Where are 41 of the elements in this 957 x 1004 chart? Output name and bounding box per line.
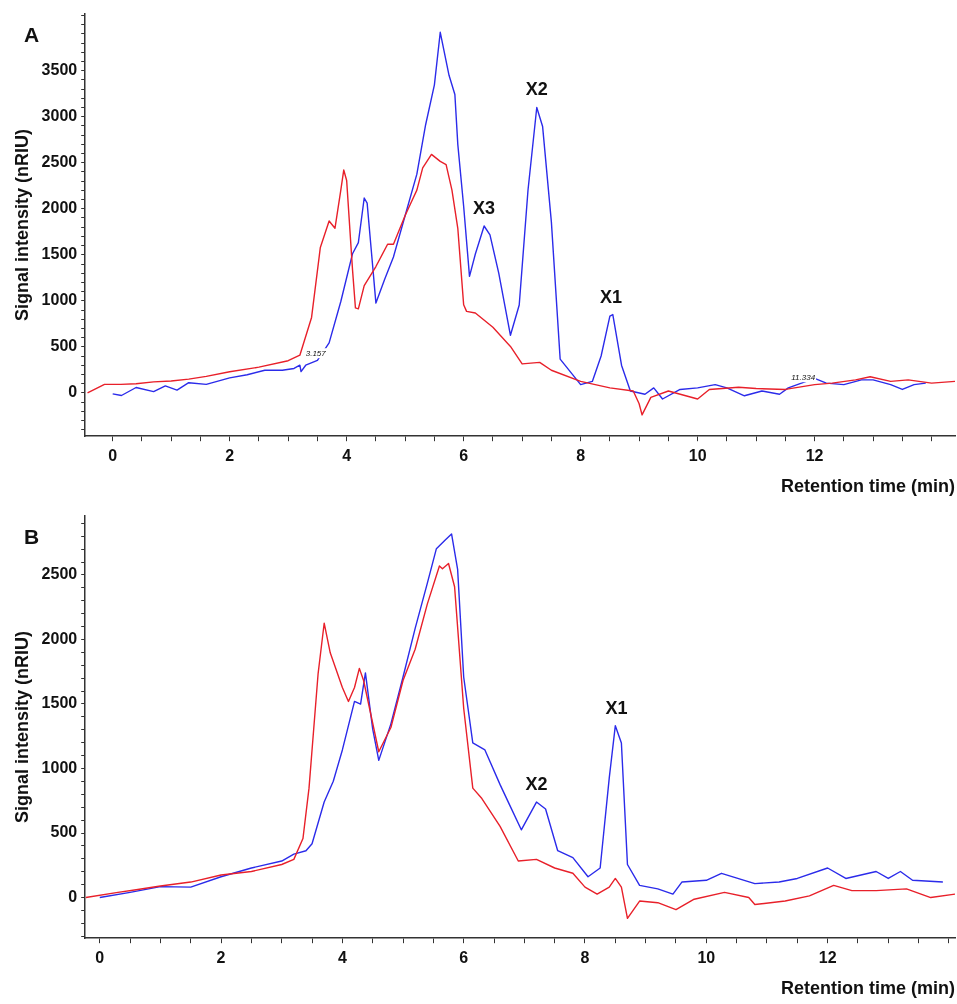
y-tick-label: 3000 bbox=[41, 107, 78, 125]
y-tick-label: 1500 bbox=[41, 694, 78, 712]
x-tick-label: 10 bbox=[697, 949, 716, 967]
x-tick-label: 2 bbox=[216, 949, 226, 967]
x-tick-label: 0 bbox=[95, 949, 105, 967]
annotation: 3.157 bbox=[305, 349, 327, 359]
y-tick-label: 3500 bbox=[41, 61, 78, 79]
y-tick-label: 1500 bbox=[41, 245, 78, 263]
y-tick-label: 500 bbox=[50, 823, 78, 841]
chart-title: A bbox=[24, 22, 40, 46]
y-tick-label: 2000 bbox=[41, 629, 78, 647]
annotation: X2 bbox=[525, 79, 548, 100]
x-tick-label: 12 bbox=[818, 949, 837, 967]
x-tick-label: 10 bbox=[688, 447, 707, 465]
annotation: 11.334 bbox=[791, 373, 816, 383]
y-tick-label: 0 bbox=[68, 887, 78, 905]
text: B bbox=[24, 524, 40, 548]
annotation: X1 bbox=[605, 697, 628, 718]
x-axis-title: Retention time (min) bbox=[781, 978, 955, 999]
x-tick-label: 8 bbox=[576, 447, 586, 465]
y-axis-title: Signal intensity (nRIU) bbox=[11, 128, 32, 321]
y-tick-label: 2500 bbox=[41, 565, 78, 583]
y-tick-label: 1000 bbox=[41, 291, 78, 309]
x-tick-label: 6 bbox=[459, 949, 469, 967]
x-axis-title: Retention time (min) bbox=[781, 476, 955, 497]
x-tick-label: 4 bbox=[342, 447, 352, 465]
x-tick-label: 2 bbox=[225, 447, 235, 465]
x-tick-label: 6 bbox=[459, 447, 469, 465]
y-tick-label: 1000 bbox=[41, 758, 78, 776]
x-tick-label: 12 bbox=[805, 447, 824, 465]
annotation: X2 bbox=[525, 774, 548, 795]
y-tick-label: 0 bbox=[68, 383, 78, 401]
y-tick-label: 2500 bbox=[41, 153, 78, 171]
annotation: X1 bbox=[600, 286, 623, 307]
y-tick-label: 2000 bbox=[41, 199, 78, 217]
x-tick-label: 0 bbox=[108, 447, 118, 465]
y-tick-label: 500 bbox=[50, 337, 78, 355]
x-tick-label: 4 bbox=[337, 949, 347, 967]
x-tick-label: 8 bbox=[580, 949, 590, 967]
y-axis-title: Signal intensity (nRIU) bbox=[11, 630, 32, 823]
annotation: X3 bbox=[473, 197, 496, 218]
